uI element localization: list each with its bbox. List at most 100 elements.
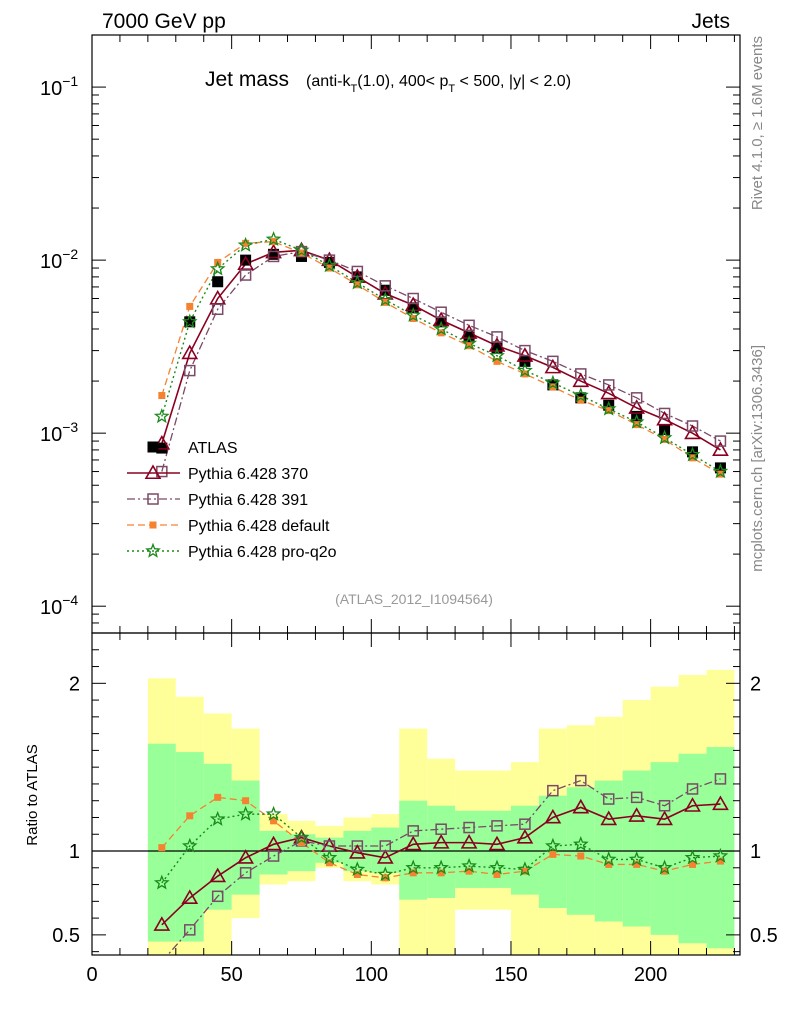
band-inner-bin bbox=[622, 770, 651, 927]
ratio-point-pdefault bbox=[465, 867, 473, 875]
ratio-point-p370 bbox=[712, 795, 729, 811]
ratio-point-pq2o bbox=[712, 847, 729, 863]
band-inner-bin bbox=[678, 753, 707, 944]
ratio-point-p370 bbox=[488, 835, 506, 851]
band-inner-bin bbox=[455, 810, 484, 888]
point-pq2o bbox=[349, 274, 366, 290]
chart-title: Jet mass bbox=[205, 68, 289, 91]
point-atlas bbox=[323, 256, 335, 268]
ratio-point-p370 bbox=[348, 844, 366, 859]
point-p391 bbox=[491, 331, 503, 343]
mcplots-reference-label: mcplots.cern.ch [arXiv:1306.3436] bbox=[749, 345, 766, 572]
point-pdefault bbox=[577, 396, 585, 404]
ratio-point-p391 bbox=[658, 799, 671, 812]
band-inner-bin bbox=[650, 762, 679, 935]
ratio-point-pdefault bbox=[437, 869, 445, 877]
point-p370 bbox=[712, 441, 729, 456]
ratio-point-pq2o bbox=[600, 851, 617, 867]
ratio-point-pdefault bbox=[521, 867, 529, 875]
ratio-point-p370 bbox=[209, 867, 227, 883]
point-atlas bbox=[184, 316, 196, 328]
ratio-point-p391 bbox=[519, 818, 531, 830]
point-p391 bbox=[714, 435, 727, 447]
point-pdefault bbox=[158, 392, 166, 400]
ratio-point-p370 bbox=[181, 889, 199, 905]
ratio-point-pdefault bbox=[689, 860, 697, 868]
ratio-point-pdefault bbox=[242, 797, 250, 805]
point-pq2o bbox=[265, 231, 282, 246]
ratio-point-pdefault bbox=[214, 793, 222, 801]
point-p391 bbox=[602, 379, 615, 391]
legend-label-pdefault: Pythia 6.428 default bbox=[188, 518, 330, 535]
y-tick-label: 10−3 bbox=[40, 419, 78, 446]
point-pq2o bbox=[489, 347, 505, 363]
ratio-point-pq2o bbox=[349, 861, 366, 877]
point-pq2o bbox=[153, 408, 170, 424]
x-tick-label: 150 bbox=[494, 964, 527, 986]
legend-label-atlas: ATLAS bbox=[188, 440, 238, 457]
band-inner-bin bbox=[706, 747, 735, 949]
ratio-point-pdefault bbox=[493, 871, 501, 878]
x-tick-label: 50 bbox=[221, 964, 243, 986]
point-pdefault bbox=[661, 435, 669, 443]
point-p370 bbox=[181, 344, 199, 360]
point-pq2o bbox=[712, 463, 729, 479]
ratio-y-tick-label: 1 bbox=[69, 841, 80, 863]
ratio-point-pq2o bbox=[461, 857, 478, 873]
point-p391 bbox=[630, 392, 643, 404]
legend-label-p370: Pythia 6.428 370 bbox=[188, 466, 308, 483]
ratio-point-pq2o bbox=[377, 866, 394, 882]
ratio-point-p391 bbox=[351, 840, 364, 852]
point-pq2o bbox=[516, 362, 533, 378]
point-p370 bbox=[684, 424, 701, 440]
point-pq2o bbox=[377, 291, 394, 307]
point-p391 bbox=[463, 319, 475, 332]
legend-marker-p391 bbox=[147, 493, 159, 505]
point-atlas bbox=[212, 276, 224, 288]
ratio-point-pdefault bbox=[186, 812, 194, 820]
y-tick-label: 10−4 bbox=[40, 592, 78, 619]
series-line-pdefault bbox=[161, 240, 721, 475]
band-inner-bin bbox=[510, 805, 539, 895]
ratio-point-p391 bbox=[547, 784, 559, 797]
point-pq2o bbox=[321, 257, 338, 273]
ratio-point-pq2o bbox=[237, 805, 254, 821]
point-p391 bbox=[267, 250, 280, 263]
ratio-y-tick-label: 0.5 bbox=[52, 925, 80, 947]
point-pq2o bbox=[600, 400, 617, 416]
ratio-point-pdefault bbox=[158, 844, 166, 852]
ratio-point-pq2o bbox=[433, 859, 449, 875]
ratio-point-p391 bbox=[435, 823, 447, 835]
point-pq2o bbox=[209, 260, 226, 276]
point-pdefault bbox=[437, 329, 445, 337]
ratio-point-pdefault bbox=[716, 857, 724, 865]
x-tick-label: 200 bbox=[634, 964, 667, 986]
point-p370 bbox=[432, 311, 450, 327]
point-pq2o bbox=[572, 387, 589, 403]
point-p370 bbox=[600, 384, 618, 400]
ratio-y-tick-label-right: 1 bbox=[750, 841, 761, 863]
ratio-point-p370 bbox=[460, 834, 478, 849]
main-plot: 10−1 10−2 10−3 10−4 ATLAS Pythia 6.428 370 Pyt… bbox=[40, 34, 741, 634]
point-pdefault bbox=[186, 302, 194, 310]
ratio-plot-frame bbox=[91, 632, 741, 956]
series-line-p391 bbox=[161, 250, 721, 472]
legend-label-pq2o: Pythia 6.428 pro-q2o bbox=[188, 544, 337, 561]
ratio-point-pq2o bbox=[572, 836, 589, 852]
header-collision: 7000 GeV pp bbox=[102, 10, 226, 33]
rivet-version-label: Rivet 4.1.0, ≥ 1.6M events bbox=[749, 36, 766, 210]
ratio-point-pq2o bbox=[489, 859, 505, 875]
ratio-point-p391 bbox=[211, 890, 224, 903]
header-process: Jets bbox=[691, 10, 730, 33]
point-pdefault bbox=[605, 407, 613, 415]
ratio-point-pdefault bbox=[577, 852, 585, 860]
point-p391 bbox=[184, 364, 196, 377]
ratio-point-p391 bbox=[463, 821, 475, 834]
point-pdefault bbox=[242, 239, 250, 247]
x-tick-label: 100 bbox=[355, 964, 388, 986]
band-inner-bin bbox=[147, 743, 176, 942]
point-pq2o bbox=[544, 374, 561, 390]
ratio-point-p391 bbox=[407, 825, 419, 837]
point-p391 bbox=[295, 245, 308, 258]
point-p391 bbox=[379, 280, 392, 292]
